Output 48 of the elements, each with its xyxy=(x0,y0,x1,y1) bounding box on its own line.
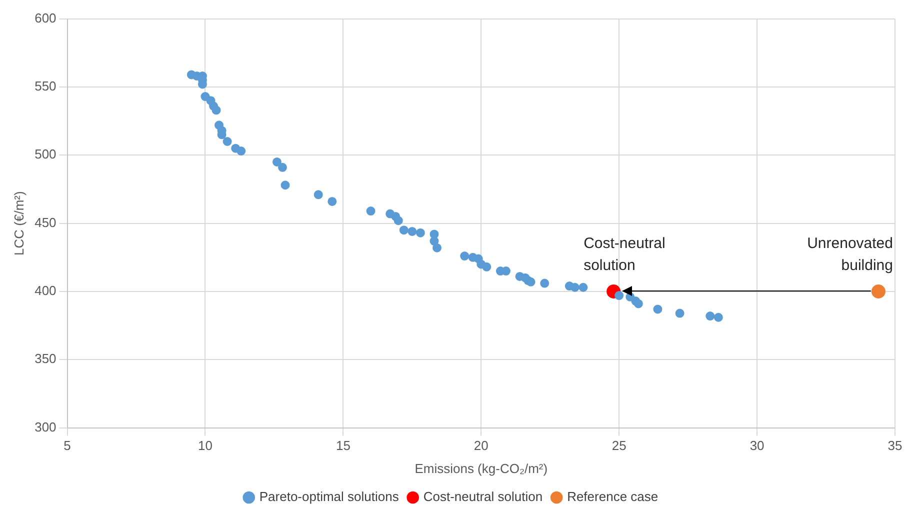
point xyxy=(614,291,624,300)
point xyxy=(653,304,662,314)
point xyxy=(416,228,425,238)
point xyxy=(430,236,439,246)
point xyxy=(212,106,221,115)
point xyxy=(634,299,643,308)
point xyxy=(366,206,376,216)
point xyxy=(540,278,550,288)
y-tick-label: 300 xyxy=(34,419,56,434)
point xyxy=(328,196,337,206)
y-tick-label: 400 xyxy=(34,283,56,298)
point xyxy=(278,162,287,172)
point xyxy=(394,216,403,226)
point xyxy=(526,277,536,286)
y-axis-title: LCC (€/m²) xyxy=(11,191,26,256)
x-tick-label: 15 xyxy=(336,438,350,454)
y-tick-label: 500 xyxy=(34,146,56,162)
x-tick-label: 10 xyxy=(198,438,212,454)
x-tick-label: 25 xyxy=(612,438,626,454)
x-tick-label: 35 xyxy=(888,438,902,454)
y-tick-label: 450 xyxy=(34,214,56,230)
annotation: Cost-neutral solution xyxy=(584,234,666,276)
point xyxy=(871,284,886,298)
point xyxy=(280,180,290,190)
point xyxy=(408,226,417,236)
y-tick-label: 550 xyxy=(34,78,56,94)
legend-label: Cost-neutral solution xyxy=(423,489,543,504)
point xyxy=(399,226,408,235)
annotation: Unrenovated building xyxy=(806,234,893,276)
point xyxy=(236,146,246,156)
x-tick-label: 5 xyxy=(64,438,71,454)
point xyxy=(706,312,715,321)
point xyxy=(272,157,282,166)
point xyxy=(714,312,723,322)
legend-label: Reference case xyxy=(567,489,658,504)
x-tick-label: 20 xyxy=(474,438,488,454)
x-axis-title: Emissions (kg-CO₂/m²) xyxy=(414,460,548,476)
point xyxy=(578,282,588,292)
x-tick-label: 30 xyxy=(750,438,764,454)
point xyxy=(432,243,442,252)
point xyxy=(460,252,470,261)
y-tick-label: 350 xyxy=(34,351,56,366)
point xyxy=(675,308,684,318)
point xyxy=(222,137,232,146)
point xyxy=(314,190,323,200)
point xyxy=(482,262,492,272)
legend-label: Pareto-optimal solutions xyxy=(259,489,400,504)
y-tick-label: 600 xyxy=(34,10,56,26)
